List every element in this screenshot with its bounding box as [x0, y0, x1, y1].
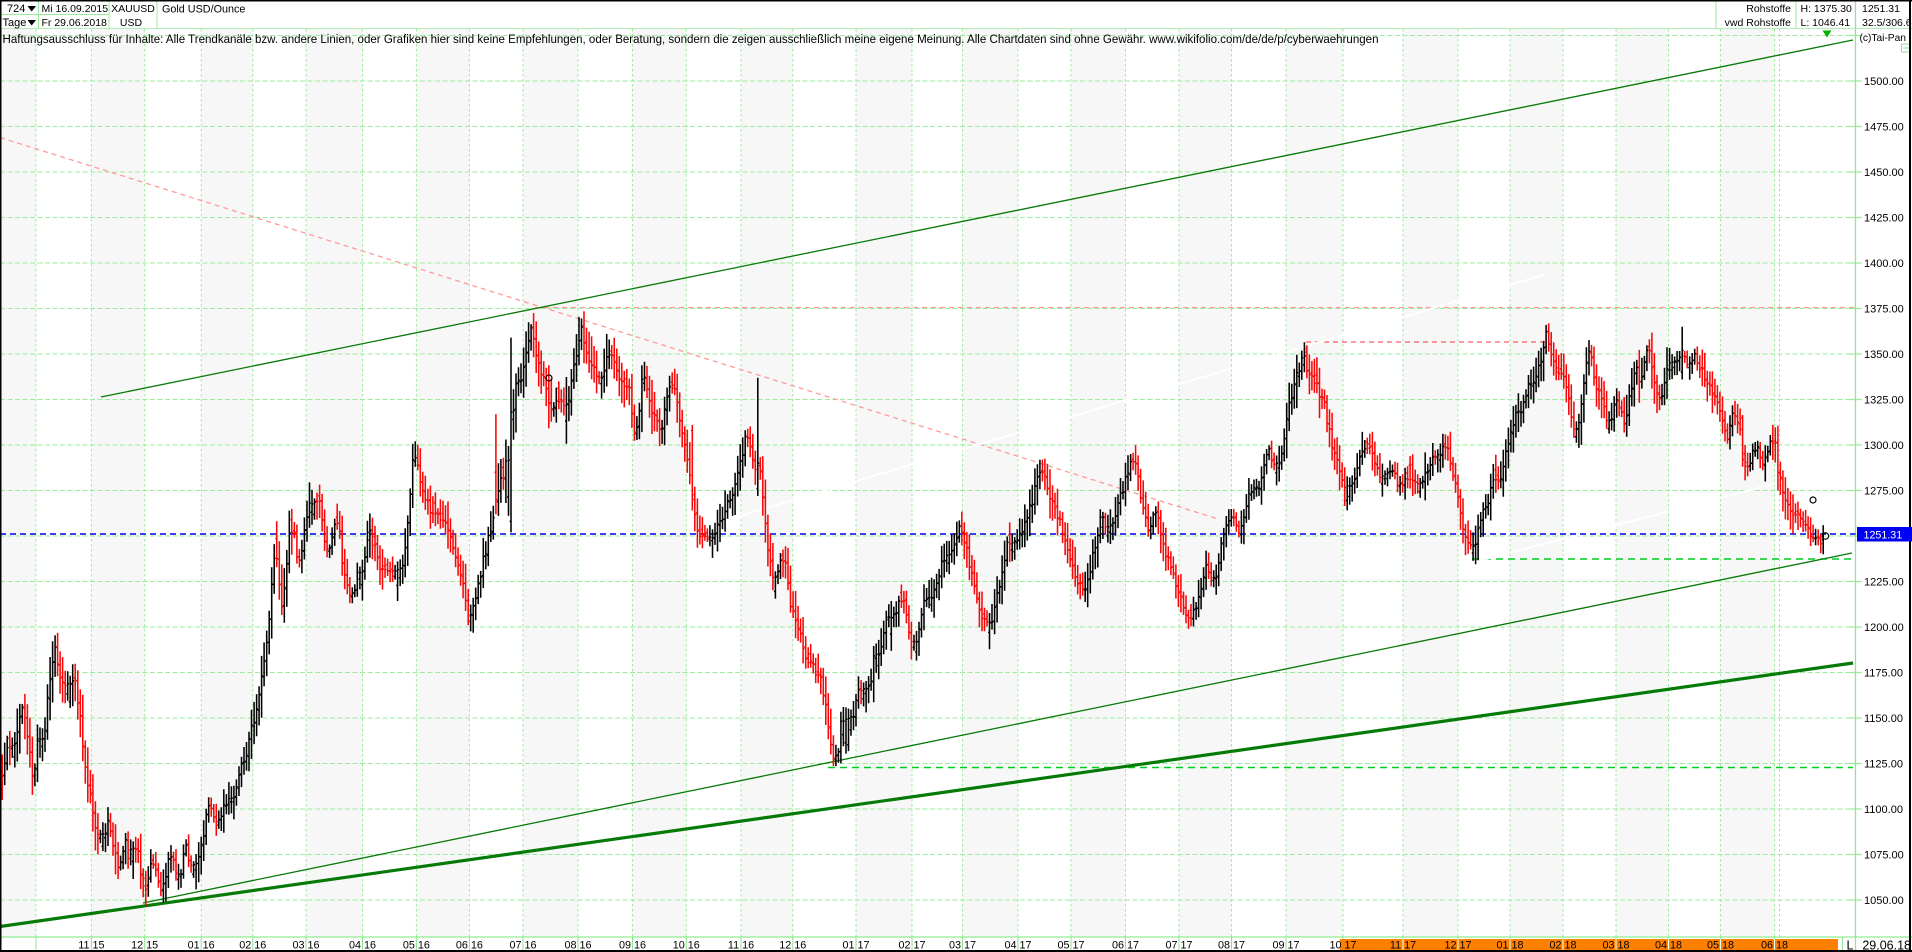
- svg-text:02 18: 02 18: [1549, 940, 1576, 952]
- svg-text:1375.00: 1375.00: [1864, 304, 1904, 316]
- svg-text:08 17: 08 17: [1218, 940, 1245, 952]
- svg-text:1075.00: 1075.00: [1864, 850, 1904, 862]
- svg-text:09 17: 09 17: [1272, 940, 1299, 952]
- svg-text:06 17: 06 17: [1112, 940, 1139, 952]
- svg-text:1425.00: 1425.00: [1864, 213, 1904, 225]
- svg-text:02 17: 02 17: [898, 940, 925, 952]
- svg-text:10 16: 10 16: [673, 940, 700, 952]
- svg-text:11 17: 11 17: [1390, 940, 1416, 952]
- svg-text:1251.31: 1251.31: [1864, 530, 1903, 542]
- svg-text:01 16: 01 16: [188, 940, 215, 952]
- svg-text:Fr 29.06.2018: Fr 29.06.2018: [42, 17, 108, 29]
- svg-text:12 17: 12 17: [1444, 940, 1471, 952]
- svg-text:1100.00: 1100.00: [1864, 804, 1903, 816]
- svg-text:03 17: 03 17: [949, 940, 976, 952]
- svg-text:Rohstoffe: Rohstoffe: [1746, 3, 1791, 15]
- svg-text:L: L: [1847, 939, 1854, 952]
- svg-text:05 17: 05 17: [1057, 940, 1084, 952]
- svg-text:1350.00: 1350.00: [1864, 349, 1904, 361]
- svg-text:04 17: 04 17: [1004, 940, 1031, 952]
- svg-text:724: 724: [7, 3, 25, 15]
- svg-text:12 16: 12 16: [779, 940, 806, 952]
- svg-text:1500.00: 1500.00: [1864, 76, 1904, 88]
- svg-text:1450.00: 1450.00: [1864, 167, 1904, 179]
- svg-text:10 17: 10 17: [1329, 940, 1356, 952]
- svg-text:11 16: 11 16: [728, 940, 754, 952]
- svg-text:01 18: 01 18: [1496, 940, 1523, 952]
- svg-text:H: 1375.30: H: 1375.30: [1801, 3, 1853, 15]
- svg-text:1325.00: 1325.00: [1864, 395, 1904, 407]
- svg-text:1275.00: 1275.00: [1864, 486, 1904, 498]
- svg-text:07 17: 07 17: [1165, 940, 1192, 952]
- svg-text:Tage: Tage: [3, 17, 27, 29]
- svg-text:07 16: 07 16: [509, 940, 536, 952]
- svg-text:11 15: 11 15: [78, 940, 104, 952]
- svg-text:1175.00: 1175.00: [1864, 668, 1903, 680]
- svg-text:04 16: 04 16: [349, 940, 376, 952]
- svg-text:1300.00: 1300.00: [1864, 440, 1904, 452]
- svg-text:32.5/306.6: 32.5/306.6: [1862, 17, 1912, 29]
- svg-text:04 18: 04 18: [1655, 940, 1682, 952]
- svg-text:Mi 16.09.2015: Mi 16.09.2015: [42, 3, 109, 15]
- svg-text:(c)Tai-Pan: (c)Tai-Pan: [1860, 33, 1906, 44]
- svg-text:1475.00: 1475.00: [1864, 122, 1904, 134]
- svg-text:05 16: 05 16: [403, 940, 430, 952]
- svg-text:06 18: 06 18: [1761, 940, 1788, 952]
- svg-text:08 16: 08 16: [564, 940, 591, 952]
- svg-text:1251.31: 1251.31: [1862, 3, 1900, 15]
- svg-text:1050.00: 1050.00: [1864, 895, 1904, 907]
- svg-text:06 16: 06 16: [456, 940, 483, 952]
- svg-text:1225.00: 1225.00: [1864, 577, 1904, 589]
- svg-text:03 16: 03 16: [292, 940, 319, 952]
- svg-text:1200.00: 1200.00: [1864, 622, 1904, 634]
- svg-text:1125.00: 1125.00: [1864, 759, 1903, 771]
- svg-text:1400.00: 1400.00: [1864, 258, 1904, 270]
- svg-text:Gold USD/Ounce: Gold USD/Ounce: [162, 4, 245, 16]
- svg-text:29.06.18: 29.06.18: [1862, 939, 1911, 952]
- svg-text:USD: USD: [120, 17, 143, 29]
- svg-text:12 15: 12 15: [131, 940, 158, 952]
- svg-text:02 16: 02 16: [239, 940, 266, 952]
- svg-text:XAUUSD: XAUUSD: [111, 3, 155, 15]
- svg-text:vwd Rohstoffe: vwd Rohstoffe: [1725, 17, 1792, 29]
- svg-text:1150.00: 1150.00: [1864, 713, 1903, 725]
- svg-text:Haftungsausschluss für Inhalte: Haftungsausschluss für Inhalte: Alle Tre…: [3, 32, 1379, 46]
- svg-text:03 18: 03 18: [1602, 940, 1629, 952]
- svg-text:01 17: 01 17: [842, 940, 869, 952]
- svg-text:05 18: 05 18: [1707, 940, 1734, 952]
- svg-text:09 16: 09 16: [619, 940, 646, 952]
- svg-text:L: 1046.41: L: 1046.41: [1801, 17, 1851, 29]
